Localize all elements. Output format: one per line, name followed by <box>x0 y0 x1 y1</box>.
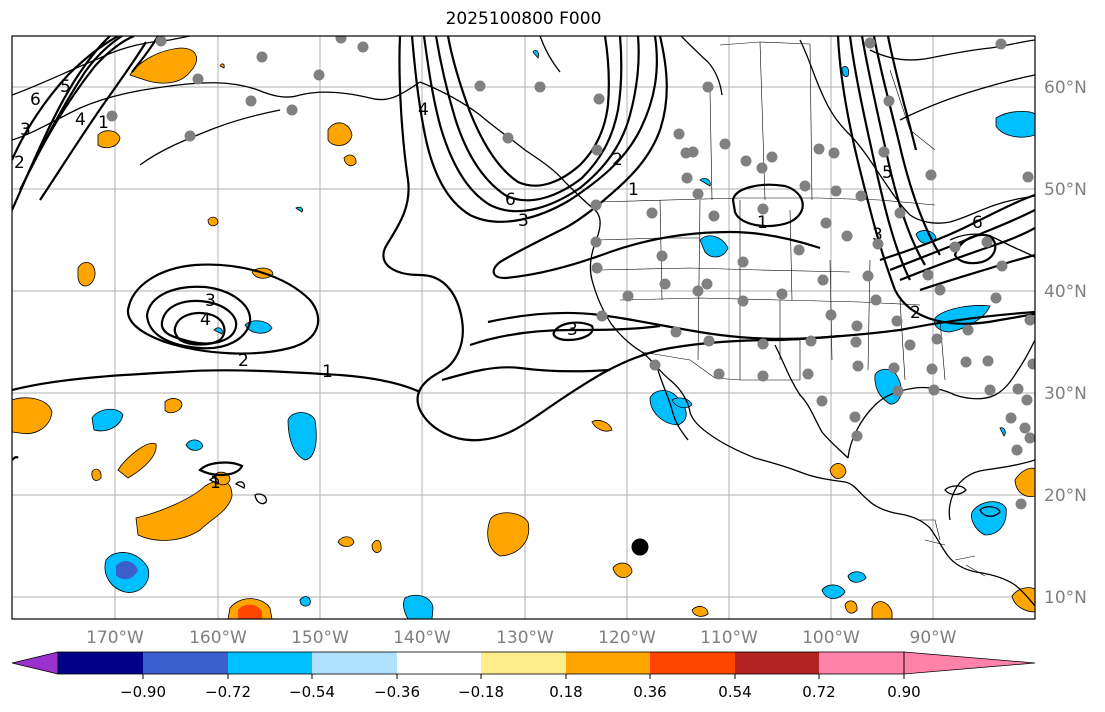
colorbar-tick-label: −0.18 <box>458 683 504 701</box>
colorbar-tick-label: 0.54 <box>718 683 751 701</box>
contour-label: 5 <box>882 163 893 183</box>
colorbar-tick-label: 0.18 <box>549 683 582 701</box>
longitude-label: 140°W <box>393 628 451 648</box>
colorbar-segment <box>481 652 566 674</box>
colorbar-tick-label: 0.90 <box>887 683 920 701</box>
contour-label: 3 <box>20 120 31 140</box>
latitude-label: 50°N <box>1044 180 1087 200</box>
location-marker <box>631 538 649 556</box>
latitude-label: 10°N <box>1044 588 1087 608</box>
colorbar-tick-label: −0.36 <box>374 683 420 701</box>
contour-label: 1 <box>757 213 768 233</box>
colorbar-segment <box>735 652 819 674</box>
contour-label: 6 <box>30 90 41 110</box>
longitude-label: 100°W <box>802 628 860 648</box>
longitude-label: 110°W <box>700 628 758 648</box>
strong-positive-shading <box>238 604 262 619</box>
latitude-label: 30°N <box>1044 384 1087 404</box>
colorbar-segment <box>143 652 228 674</box>
colorbar-tick-label: 0.72 <box>802 683 835 701</box>
contour-label: 3 <box>567 320 578 340</box>
contour-label: 3 <box>518 211 529 231</box>
colorbar-segment <box>566 652 650 674</box>
colorbar: −0.90 −0.72 −0.54 −0.36 −0.18 0.18 0.36 … <box>11 651 1036 701</box>
longitude-label: 90°W <box>910 628 957 648</box>
latitude-label: 40°N <box>1044 282 1087 302</box>
contour-label: 2 <box>910 303 921 323</box>
colorbar-segment <box>819 652 904 674</box>
contour-label: 6 <box>505 190 516 210</box>
contour-label-group: 6 5 4 3 2 1 6 3 4 2 1 3 4 2 1 3 1 5 3 2 … <box>14 77 983 493</box>
contour-label: 1 <box>98 113 109 133</box>
graticule <box>12 36 1035 619</box>
contour-label: 2 <box>238 351 249 371</box>
contour-label: 3 <box>872 225 883 245</box>
contour-label: 2 <box>612 150 623 170</box>
contour-label: 3 <box>205 291 216 311</box>
colorbar-tick-label: −0.90 <box>120 683 166 701</box>
plot-title: 2025100800 F000 <box>445 9 602 29</box>
contour-label: 1 <box>628 180 639 200</box>
longitude-labels: 170°W 160°W 150°W 140°W 130°W 120°W 110°… <box>86 628 957 648</box>
contour-label: 1 <box>210 473 221 493</box>
colorbar-tick-label: −0.72 <box>205 683 251 701</box>
latitude-label: 60°N <box>1044 78 1087 98</box>
colorbar-extend-left <box>11 651 59 675</box>
colorbar-segment <box>397 652 481 674</box>
station-dots <box>106 36 1035 510</box>
colorbar-tick-label: 0.36 <box>633 683 666 701</box>
contour-lines <box>12 36 1035 476</box>
contour-label: 6 <box>972 213 983 233</box>
longitude-label: 130°W <box>496 628 554 648</box>
strong-negative-shading <box>116 561 138 580</box>
contour-label: 4 <box>75 110 86 130</box>
latitude-label: 20°N <box>1044 486 1087 506</box>
contour-label: 1 <box>322 362 333 382</box>
colorbar-extend-right <box>903 651 1036 675</box>
contour-label: 4 <box>418 100 429 120</box>
coastlines <box>12 36 1035 607</box>
colorbar-segment <box>58 652 143 674</box>
colorbar-tick-label: −0.54 <box>289 683 335 701</box>
contour-label: 2 <box>14 153 25 173</box>
colorbar-segment <box>650 652 735 674</box>
positive-anomaly-shading <box>12 47 1035 619</box>
colorbar-segment <box>312 652 397 674</box>
longitude-label: 170°W <box>86 628 144 648</box>
contour-label: 4 <box>200 310 211 330</box>
map-frame <box>11 35 1036 620</box>
longitude-label: 160°W <box>189 628 247 648</box>
contour-label: 5 <box>60 77 71 97</box>
longitude-label: 150°W <box>291 628 349 648</box>
longitude-label: 120°W <box>598 628 656 648</box>
negative-anomaly-shading <box>91 50 1035 619</box>
colorbar-segment <box>228 652 312 674</box>
latitude-labels: 60°N 50°N 40°N 30°N 20°N 10°N <box>1044 78 1087 608</box>
